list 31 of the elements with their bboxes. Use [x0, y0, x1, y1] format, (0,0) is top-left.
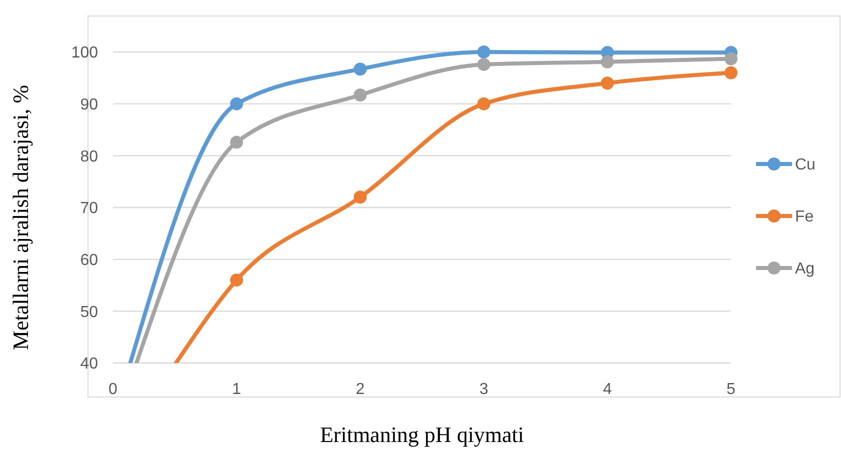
- x-tick-label: 3: [479, 381, 488, 398]
- point: [230, 136, 244, 149]
- point: [477, 58, 490, 71]
- point: [230, 97, 244, 110]
- y-tick-label: 100: [71, 44, 98, 62]
- point: [724, 52, 738, 66]
- y-axis-title: Metallarni ajralish darajasi, %: [8, 84, 33, 350]
- point: [600, 76, 614, 90]
- y-tick-label: 70: [80, 200, 98, 218]
- y-tick-label: 50: [80, 304, 98, 321]
- x-tick-label: 0: [108, 381, 118, 398]
- x-tick-label: 4: [602, 381, 612, 398]
- point: [724, 66, 738, 80]
- y-tick-label: 60: [80, 252, 98, 269]
- legend-label: Fe: [795, 208, 814, 226]
- legend-label: Ag: [795, 260, 815, 278]
- point: [354, 88, 367, 102]
- y-tick-label: 40: [80, 356, 98, 373]
- y-tick-label: 90: [80, 96, 98, 114]
- point: [354, 190, 367, 204]
- x-tick-label: 1: [232, 381, 242, 398]
- point: [477, 97, 490, 110]
- x-axis-title: Eritmaning pH qiymati: [320, 422, 524, 447]
- point: [354, 62, 367, 76]
- point: [230, 274, 244, 287]
- point: [600, 55, 614, 68]
- legend-label: Cu: [795, 156, 816, 174]
- x-tick-label: 5: [726, 381, 736, 398]
- x-tick-label: 2: [356, 381, 365, 398]
- point: [477, 46, 490, 58]
- y-tick-label: 80: [80, 148, 98, 166]
